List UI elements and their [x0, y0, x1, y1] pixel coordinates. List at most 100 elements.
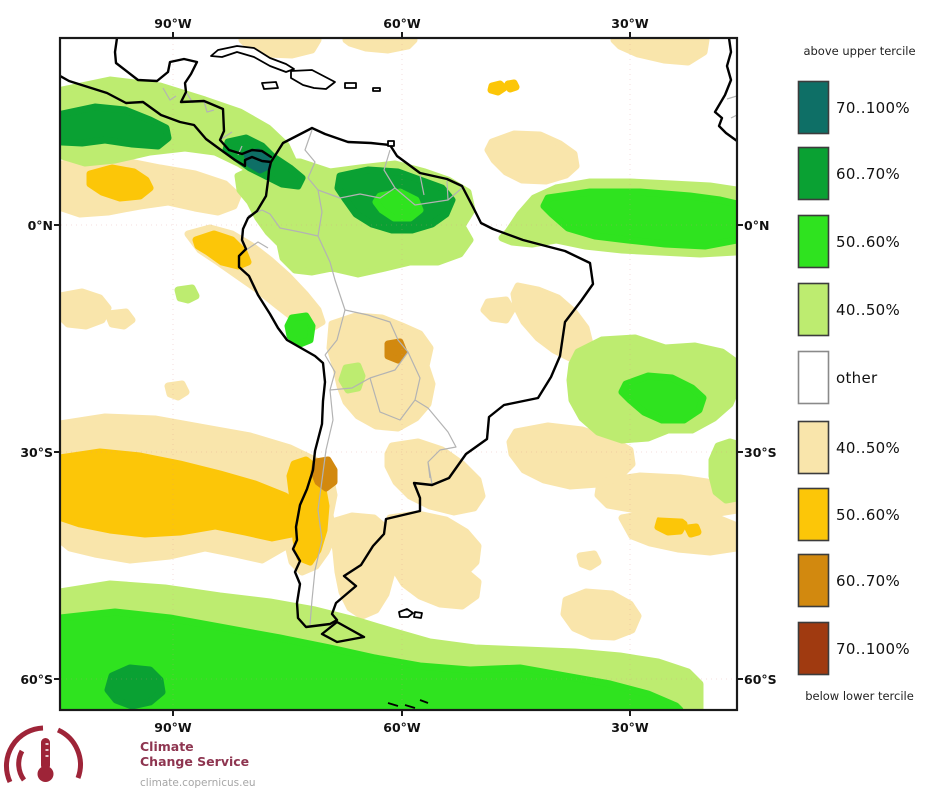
y-axis-label-right: 30°S — [744, 445, 777, 460]
y-axis-label-left: 60°S — [20, 672, 53, 687]
shading-blob — [61, 608, 684, 709]
legend-item: 40..50% — [797, 282, 900, 337]
shading-blob — [384, 510, 482, 610]
central-america-gulf-coastline — [113, 39, 273, 159]
map-area — [61, 39, 736, 709]
axis-labels: 90°W 60°W 30°W 90°W 60°W 30°W 0°N 30°S 6… — [20, 16, 776, 735]
legend-item: 70..100% — [797, 80, 910, 135]
border-line — [383, 149, 463, 206]
shading-blob — [174, 284, 200, 304]
legend-swatch-rect — [797, 80, 830, 135]
legend-item-label: 50..60% — [836, 505, 901, 524]
legend-swatch — [797, 553, 830, 608]
shading-blob — [594, 472, 736, 520]
x-axis-label-bottom: 90°W — [154, 720, 192, 735]
legend-item: 70..100% — [797, 621, 910, 676]
legend-swatch-rect — [797, 282, 830, 337]
border-line — [162, 87, 243, 156]
shading-blob — [708, 438, 736, 504]
south-america-coastline — [237, 126, 595, 629]
x-axis-label-top: 60°W — [383, 16, 421, 31]
shading-blob — [310, 456, 338, 492]
thermometer-bulb — [37, 766, 54, 782]
shading-blob — [164, 380, 190, 401]
legend-item-label: 50..60% — [836, 232, 901, 251]
x-axis-label-bottom: 30°W — [611, 720, 649, 735]
shading-blob — [284, 312, 316, 348]
jamaica-island — [261, 81, 279, 90]
legend-swatch-rect — [797, 350, 830, 405]
shading-blob — [487, 80, 508, 96]
legend-item: 60..70% — [797, 146, 900, 201]
legend-item: other — [797, 350, 877, 405]
central-america-pacific-coastline — [61, 75, 273, 168]
y-axis-label-right: 60°S — [744, 672, 777, 687]
south-shetland-islands — [387, 699, 429, 709]
shading-blob — [560, 588, 642, 641]
tick-mark — [54, 224, 60, 680]
shading-blob — [618, 372, 707, 424]
shading-blob — [86, 164, 154, 202]
logo-outer-arc — [3, 725, 44, 784]
legend-swatch-rect — [797, 214, 830, 269]
border-line — [369, 351, 457, 485]
shading-blob — [504, 79, 520, 93]
legend-item: 40..50% — [797, 420, 900, 475]
legend-item: 50..60% — [797, 487, 900, 542]
tick-mark — [172, 710, 631, 716]
tick-mark — [172, 32, 631, 38]
shading-blob — [342, 39, 418, 54]
graticule-lines — [61, 39, 736, 709]
puerto-rico-island — [344, 82, 357, 89]
shading-blob — [61, 288, 112, 330]
legend-item-label: 60..70% — [836, 164, 901, 183]
legend-swatch-rect — [797, 621, 830, 676]
logo-line2: Change Service — [140, 754, 250, 769]
shading-blob — [338, 362, 366, 394]
legend-item-label: 60..70% — [836, 571, 901, 590]
y-axis-label-left: 0°N — [28, 218, 53, 233]
country-borders — [162, 87, 736, 626]
map-frame — [58, 36, 739, 712]
shading-blob — [104, 664, 166, 709]
logo-line1: Climate — [140, 739, 194, 754]
lesser-antilles-island — [372, 87, 381, 92]
legend-swatch — [797, 350, 830, 405]
x-axis-label-bottom: 60°W — [383, 720, 421, 735]
legend-swatch-rect — [797, 553, 830, 608]
islands — [210, 45, 429, 709]
logo-inner-arc — [16, 749, 27, 782]
legend-item-label: 70..100% — [836, 98, 910, 117]
legend-title-below: below lower tercile — [805, 689, 914, 703]
legend-item-label: 40..50% — [836, 300, 901, 319]
hispaniola-island — [290, 69, 336, 90]
shading-blob — [684, 523, 702, 538]
border-line — [309, 389, 334, 626]
legend-swatch-rect — [797, 420, 830, 475]
below-tercile-shading — [61, 39, 736, 641]
legend-swatch — [797, 621, 830, 676]
shading-blob — [326, 312, 436, 432]
africa-coastline — [713, 39, 736, 142]
legend-item-label: 40..50% — [836, 438, 901, 457]
shading-blob — [192, 230, 252, 270]
y-axis-label-right: 0°N — [744, 218, 769, 233]
legend-swatch — [797, 146, 830, 201]
y-axis-label-left: 30°S — [20, 445, 53, 460]
thermometer-ticks — [45, 743, 49, 757]
legend-swatch — [797, 282, 830, 337]
shading-blob — [610, 39, 710, 66]
logo-outer-arc2 — [56, 727, 83, 779]
copernicus-branding: Climate Change Service climate.copernicu… — [0, 715, 360, 795]
shading-blob — [654, 514, 688, 536]
shading-blob — [384, 438, 486, 516]
tierra-del-fuego-coastline — [320, 620, 366, 644]
shading-blob — [480, 296, 516, 324]
x-axis-label-top: 30°W — [611, 16, 649, 31]
climate-change-service-logo-icon — [3, 725, 83, 784]
legend-title-above: above upper tercile — [803, 44, 916, 58]
shading-blob — [61, 103, 172, 150]
cuba-island — [210, 45, 295, 73]
